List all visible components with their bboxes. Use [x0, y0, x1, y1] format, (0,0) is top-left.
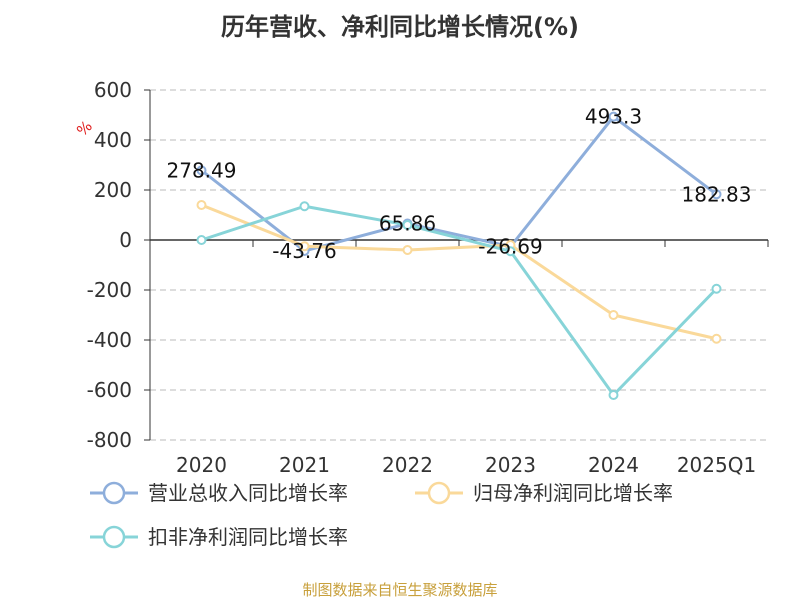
data-label: 278.49 — [167, 158, 237, 182]
x-tick-label: 2020 — [176, 453, 227, 477]
x-tick-label: 2023 — [485, 453, 536, 477]
data-point[interactable] — [299, 241, 310, 252]
legend-marker-icon — [102, 525, 126, 549]
legend-label: 营业总收入同比增长率 — [148, 481, 348, 505]
data-label: -43.76 — [272, 239, 336, 263]
legend-label: 扣非净利润同比增长率 — [148, 525, 348, 549]
data-point[interactable] — [608, 111, 619, 122]
data-point[interactable] — [196, 165, 207, 176]
y-tick-label: -600 — [87, 378, 132, 402]
series-line-0 — [200, 115, 718, 253]
legend-marker-icon — [427, 481, 451, 505]
data-point[interactable] — [711, 283, 722, 294]
data-point[interactable] — [505, 246, 516, 257]
legend-item-0[interactable]: 营业总收入同比增长率 — [90, 481, 348, 505]
y-tick-label: 0 — [119, 228, 132, 252]
x-tick-label: 2021 — [279, 453, 330, 477]
data-point[interactable] — [711, 189, 722, 200]
data-point[interactable] — [608, 390, 619, 400]
data-point[interactable] — [196, 200, 207, 210]
series-line-1 — [200, 203, 717, 341]
y-tick-label: -200 — [87, 278, 132, 302]
data-point[interactable] — [299, 201, 310, 212]
y-tick-label: 200 — [94, 178, 132, 202]
data-label: 493.3 — [585, 105, 642, 129]
y-tick-label: 600 — [94, 78, 132, 102]
axes: 600 400 200 0 -200 -400 -600 -800 2020 2021 2022 20… — [87, 78, 769, 477]
data-label: 65.86 — [379, 212, 436, 236]
y-tick-label: 400 — [94, 128, 132, 152]
grid-lines — [150, 89, 768, 441]
data-label: -26.69 — [478, 235, 542, 259]
source-note: 制图数据来自恒生聚源数据库 — [302, 581, 497, 599]
y-tick-label: -800 — [87, 428, 132, 452]
series-lines — [196, 111, 722, 400]
data-labels: 278.49 -43.76 65.86 -26.69 493.3 182.83 — [167, 105, 752, 263]
y-axis-unit: % — [73, 117, 96, 140]
legend-label: 归母净利润同比增长率 — [473, 481, 673, 505]
x-tick-label: 2022 — [382, 453, 433, 477]
chart-title: 历年营收、净利同比增长情况(%) — [221, 13, 579, 41]
data-point[interactable] — [196, 235, 207, 245]
y-tick-label: -400 — [87, 328, 132, 352]
data-point[interactable] — [402, 220, 413, 230]
data-point[interactable] — [402, 245, 413, 255]
data-point[interactable] — [711, 333, 722, 344]
legend-item-1[interactable]: 归母净利润同比增长率 — [415, 481, 673, 505]
data-point[interactable] — [608, 310, 619, 320]
data-label: 182.83 — [682, 182, 752, 206]
series-line-2 — [201, 204, 718, 397]
legend-item-2[interactable]: 扣非净利润同比增长率 — [90, 525, 348, 549]
x-tick-label: 2025Q1 — [677, 453, 756, 477]
legend-marker-icon — [102, 481, 126, 505]
x-tick-label: 2024 — [588, 453, 639, 477]
